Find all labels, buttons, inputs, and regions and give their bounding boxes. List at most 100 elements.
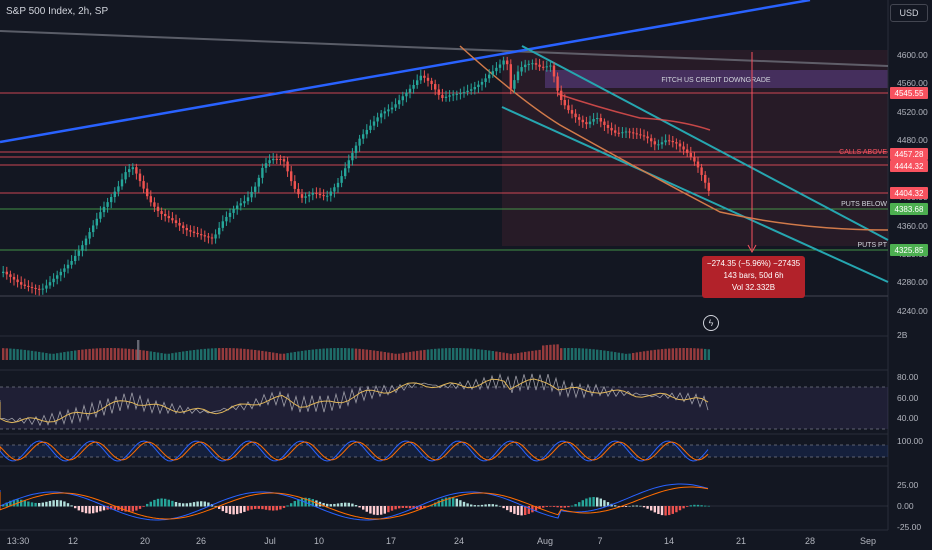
macd-bar [200,501,203,507]
candle-body [419,75,422,81]
candle-body [236,205,239,209]
macd-bar [110,506,113,510]
macd-bar [657,506,660,515]
volume-bar [689,348,692,360]
macd-bar [488,504,491,507]
volume-bar [250,349,253,360]
macd-bar [300,498,304,507]
macd-bar [419,506,422,510]
volume-bar [657,349,660,360]
volume-bar [372,350,376,360]
volume-bar [362,349,365,360]
candle-body [354,145,358,153]
symbol-title[interactable]: S&P 500 Index, 2h, SP [6,6,109,17]
volume-bar [128,348,131,360]
volume-bar [369,350,372,360]
time-tick-label: 10 [314,536,324,546]
volume-bar [41,352,44,360]
macd-bar [38,502,41,507]
macd-bar [632,505,635,507]
volume-bar [322,348,325,360]
candle-body [239,203,242,206]
candle-body [426,77,430,81]
volume-bar [664,348,667,360]
volume-bar [696,348,700,360]
volume-bar [423,349,426,360]
candle-body [534,63,538,65]
ma-curve [557,93,711,131]
measure-change: −274.35 (−5.96%) −27435 [706,259,801,268]
measure-bars: 143 bars, 50d 6h [723,271,784,280]
macd-bar [585,498,588,507]
macd-bar [498,505,502,507]
time-tick-label: 21 [736,536,746,546]
volume-bar [196,349,199,360]
volume-bar [513,353,516,360]
macd-bar [696,504,700,507]
stoch-axis-label: 100.00 [897,436,923,446]
time-tick-label: 13:30 [7,536,30,546]
candle-body [63,268,66,272]
candle-body [254,186,257,192]
macd-bar [574,504,577,507]
volume-bar [473,348,476,360]
macd-bar [239,506,242,514]
price-badge-label: 4383.68 [895,205,924,214]
candle-body [524,64,527,68]
candle-body [610,127,613,131]
volume-bar [254,349,257,360]
volume-bar [297,351,300,360]
macd-bar [232,506,235,515]
candle-body [621,132,624,134]
macd-bar [347,502,350,507]
macd-bar [257,506,260,509]
lightning-icon[interactable]: ϟ [703,315,719,331]
volume-bar [488,350,491,360]
macd-bar [340,502,343,507]
candle-body [390,107,394,110]
candle-body [398,100,401,105]
candle-body [20,282,23,285]
candle-body [232,208,235,213]
macd-bar [556,506,559,508]
macd-bar [308,498,311,507]
candle-body [311,192,314,195]
macd-bar [470,504,473,507]
volume-bar [164,353,167,360]
volume-bar [419,350,422,360]
macd-bar [678,506,682,511]
stoch-d-line [0,441,709,461]
candle-body [617,132,620,134]
macd-bar [246,506,250,511]
macd-bar [56,499,59,507]
macd-bar [279,506,282,510]
macd-bar [63,501,66,507]
macd-bar [642,506,646,508]
candle-body [639,134,642,136]
currency-button[interactable]: USD [890,4,928,22]
volume-bar [182,351,185,360]
candle-body [225,216,228,222]
macd-bar [131,506,134,512]
time-tick-label: 20 [140,536,150,546]
candle-body [567,105,570,111]
candle-body [531,63,534,65]
candle-body [653,141,656,145]
macd-bar [387,506,390,513]
candle-body [434,84,437,90]
volume-bar [650,350,653,360]
candle-body [160,211,163,214]
fitch-band [545,70,888,88]
volume-bar [66,351,70,360]
macd-bar [2,504,5,507]
candle-body [462,92,466,94]
macd-bar [524,506,527,516]
candle-body [318,193,322,196]
price-badge [890,244,928,256]
candle-body [189,230,192,232]
macd-axis-label: 25.00 [897,480,919,490]
puts-pt-label: PUTS PT [857,242,887,249]
volume-bar [203,348,206,360]
volume-bar [23,349,26,360]
rsi-axis-label: 80.00 [897,372,919,382]
